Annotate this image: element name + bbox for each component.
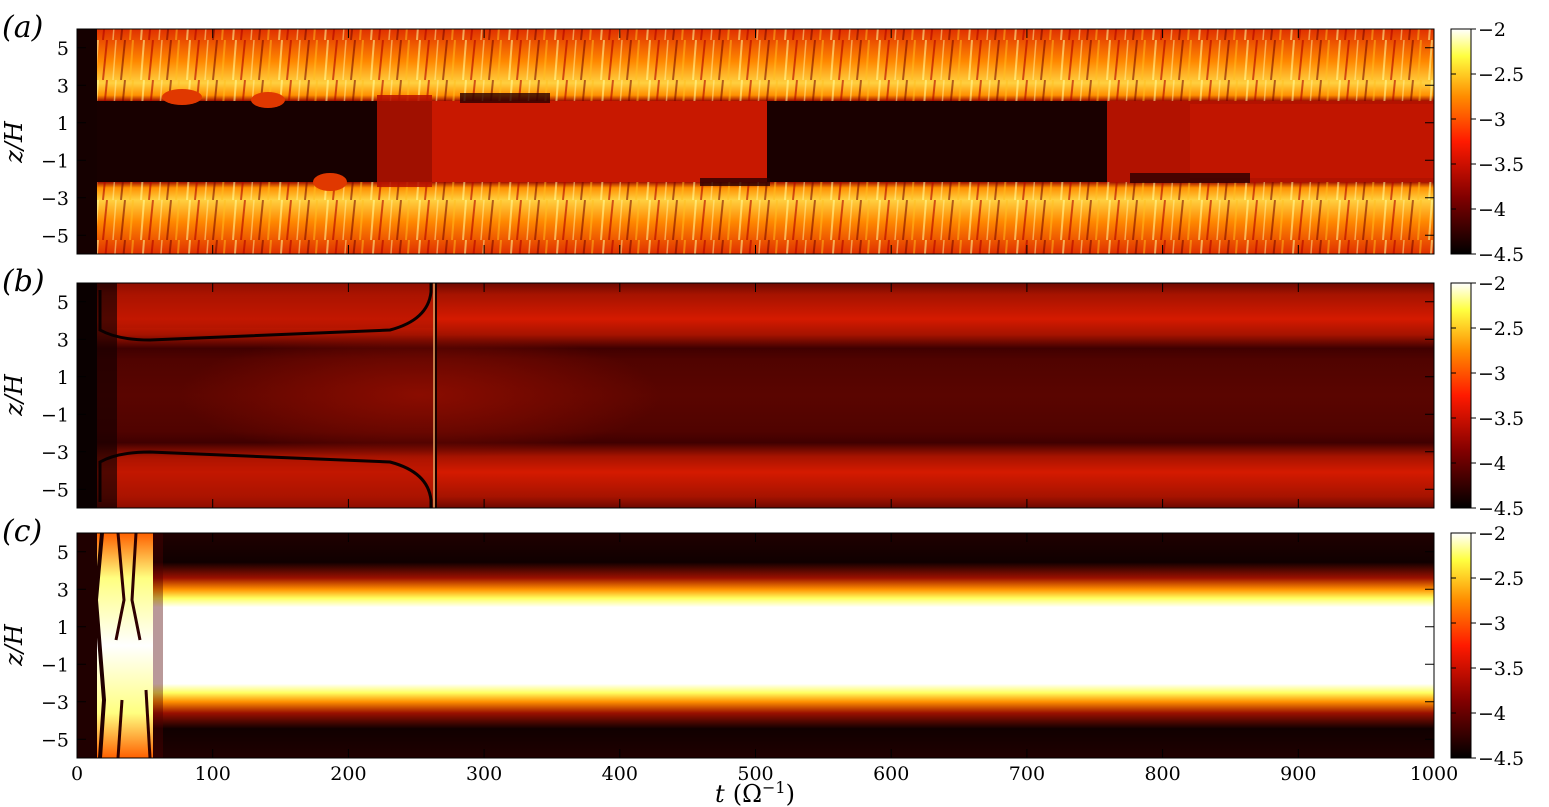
panel-a: 5 3 1 −1 −3 −5 (a) z/H −2 −2.5 −3 −3.5 −4 −4.5: [0, 10, 1524, 266]
colorbar-tick-label: −2.5: [1478, 318, 1524, 340]
y-tick-label: 5: [57, 38, 69, 60]
x-tick-label: 900: [1280, 763, 1316, 785]
x-tick-label: 800: [1144, 763, 1180, 785]
colorbar-tick-label: −3: [1478, 109, 1506, 131]
y-tick-label: −3: [41, 692, 69, 714]
x-axis-tick-labels: 0 100 200 300 400 500 600 700 800 900 1000: [71, 763, 1458, 785]
colorbar-tick-label: −3.5: [1478, 154, 1524, 176]
panel-c-heatmap: [77, 533, 1434, 758]
y-tick-label: 3: [57, 329, 69, 351]
x-tick-label: 600: [873, 763, 909, 785]
colorbar-tick-label: −3: [1478, 613, 1506, 635]
colorbar-tick-label: −2.5: [1478, 64, 1524, 86]
y-tick-label: 1: [57, 617, 69, 639]
y-tick-label: 3: [57, 579, 69, 601]
panel-a-ylabel: z/H: [0, 120, 28, 164]
y-tick-label: 3: [57, 75, 69, 97]
y-tick-label: 1: [57, 113, 69, 135]
y-tick-label: −5: [41, 729, 69, 751]
x-axis-label-exp: −1: [762, 778, 786, 797]
colorbar-tick-label: −4: [1478, 453, 1506, 475]
x-tick-label: 400: [602, 763, 638, 785]
y-tick-label: −3: [41, 188, 69, 210]
panel-b: 5 3 1 −1 −3 −5 (b) z/H −2 −2.5 −3 −3.5 −4 −4.5: [0, 264, 1524, 520]
y-tick-label: −1: [41, 404, 69, 426]
x-axis-label-var: t: [715, 780, 725, 807]
x-axis-label: t (Ω−1): [715, 778, 795, 807]
colorbar-tick-label: −2.5: [1478, 568, 1524, 590]
x-axis-label-unit: (Ω: [733, 780, 762, 807]
panel-a-colorbar-ticks: −2 −2.5 −3 −3.5 −4 −4.5: [1451, 19, 1524, 266]
colorbar-tick-label: −3: [1478, 363, 1506, 385]
y-tick-label: −5: [41, 479, 69, 501]
x-tick-label: 700: [1009, 763, 1045, 785]
colorbar-tick-label: −4: [1478, 199, 1506, 221]
panel-c: 5 3 1 −1 −3 −5 (c) z/H −2 −2.5 −3 −3.5 −4 −4.5 0 10…: [0, 514, 1524, 785]
panel-c-colorbar: [1450, 532, 1472, 759]
panel-a-heatmap: [77, 29, 1434, 254]
x-tick-label: 1000: [1410, 763, 1458, 785]
panel-a-colorbar: [1450, 28, 1472, 255]
colorbar-tick-label: −4: [1478, 703, 1506, 725]
panel-b-colorbar-ticks: −2 −2.5 −3 −3.5 −4 −4.5: [1451, 273, 1524, 520]
colorbar-tick-label: −4.5: [1478, 244, 1524, 266]
y-tick-label: 5: [57, 542, 69, 564]
panel-b-label: (b): [2, 264, 45, 299]
x-tick-label: 100: [195, 763, 231, 785]
y-tick-label: −5: [41, 225, 69, 247]
y-tick-label: −1: [41, 150, 69, 172]
y-tick-label: −1: [41, 654, 69, 676]
colorbar-tick-label: −3.5: [1478, 408, 1524, 430]
panel-b-axis-ticks: 5 3 1 −1 −3 −5: [41, 283, 1435, 508]
x-axis-label-close: ): [786, 780, 795, 807]
x-tick-label: 200: [330, 763, 366, 785]
colorbar-tick-label: −2: [1478, 273, 1506, 295]
x-tick-label: 500: [737, 763, 773, 785]
panel-c-label: (c): [2, 514, 42, 549]
panel-c-colorbar-ticks: −2 −2.5 −3 −3.5 −4 −4.5: [1451, 523, 1524, 770]
x-tick-label: 300: [466, 763, 502, 785]
colorbar-tick-label: −2: [1478, 523, 1506, 545]
panel-a-label: (a): [2, 10, 43, 45]
colorbar-tick-label: −4.5: [1478, 748, 1524, 770]
y-tick-label: 5: [57, 292, 69, 314]
panel-c-ylabel: z/H: [0, 623, 28, 667]
colorbar-tick-label: −4.5: [1478, 498, 1524, 520]
x-tick-label: 0: [71, 763, 83, 785]
panel-b-ylabel: z/H: [0, 373, 28, 417]
colorbar-tick-label: −3.5: [1478, 658, 1524, 680]
y-tick-label: 1: [57, 367, 69, 389]
panel-b-heatmap: [77, 283, 1434, 508]
panel-b-colorbar: [1450, 282, 1472, 509]
panel-a-axis-ticks: 5 3 1 −1 −3 −5: [41, 29, 1435, 254]
panel-c-axis-ticks: 5 3 1 −1 −3 −5: [41, 533, 1435, 758]
y-tick-label: −3: [41, 442, 69, 464]
colorbar-tick-label: −2: [1478, 19, 1506, 41]
